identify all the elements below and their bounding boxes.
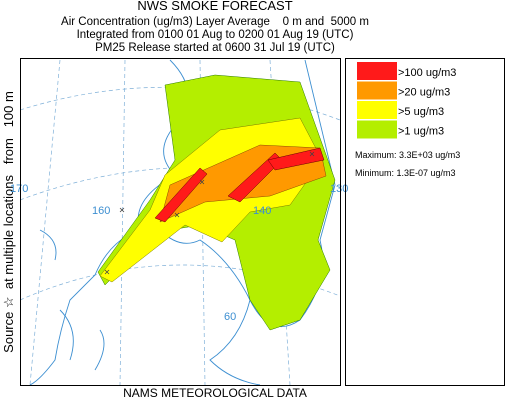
map-frame <box>20 58 341 386</box>
legend: >100 ug/m3 >20 ug/m3 >5 ug/m3 >1 ug/m3 <box>357 62 456 139</box>
subtitle-line: Integrated from 0100 01 Aug to 0200 01 A… <box>77 29 354 41</box>
smoke-100 <box>154 147 325 223</box>
legend-label: >100 ug/m3 <box>398 67 456 79</box>
footer: NAMS METEOROLOGICAL DATA <box>123 386 307 400</box>
legend-swatch <box>357 101 397 119</box>
graticule-label: 140 <box>253 205 271 217</box>
legend-label: >20 ug/m3 <box>398 87 450 99</box>
maximum: Maximum: 3.3E+03 ug/m3 <box>355 150 460 160</box>
minimum: Minimum: 1.3E-07 ug/m3 <box>355 168 456 178</box>
subtitle-line: Air Concentration (ug/m3) Layer Average … <box>61 16 369 28</box>
side-label: Source ☆ at multiple locations from 100 … <box>1 91 16 353</box>
graticule-label: 60 <box>224 311 236 323</box>
title: NWS SMOKE FORECAST <box>137 0 292 13</box>
legend-swatch <box>357 62 397 80</box>
legend-label: >1 ug/m3 <box>398 126 444 138</box>
legend-label: >5 ug/m3 <box>398 106 444 118</box>
legend-swatch <box>357 81 397 100</box>
source-markers <box>104 151 315 275</box>
map: 170 160 140 130 60 <box>10 58 348 386</box>
graticule-label: 170 <box>10 183 28 195</box>
legend-swatch <box>357 120 397 139</box>
subtitle-line: PM25 Release started at 0600 31 Jul 19 (… <box>95 42 335 54</box>
legend-frame <box>345 58 505 386</box>
graticule-label: 130 <box>330 183 348 195</box>
graticule-labels: 170 160 140 130 60 <box>10 183 348 323</box>
graticule-label: 160 <box>92 205 110 217</box>
